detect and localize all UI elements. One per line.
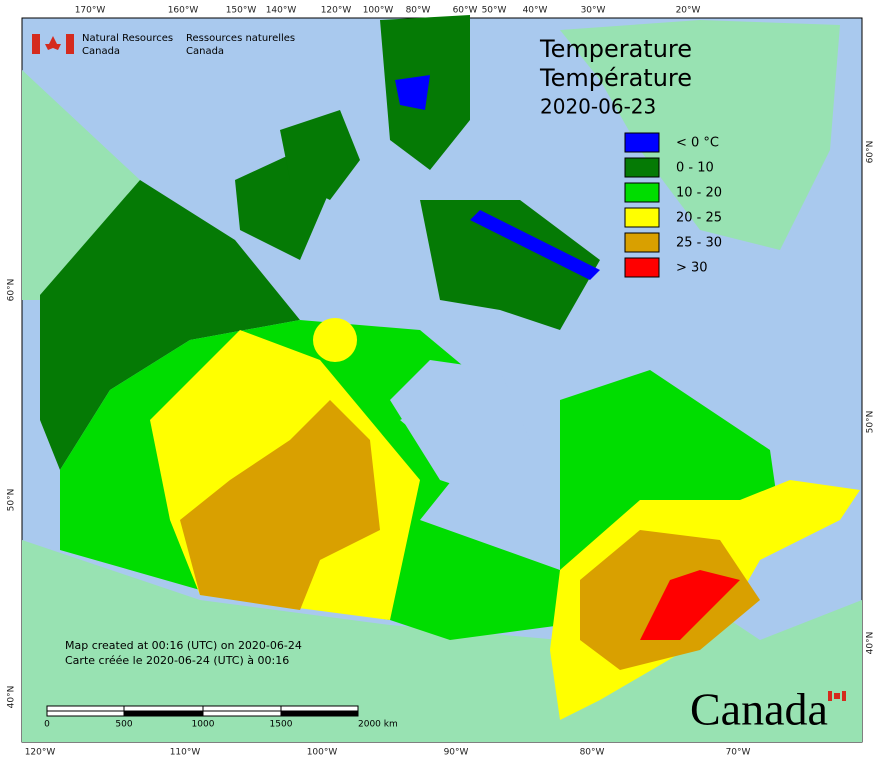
foreign-land — [22, 20, 862, 742]
graticule-label: 50°N — [7, 489, 17, 512]
scale-segment — [202, 710, 282, 717]
graticule-label: 100°W — [307, 748, 338, 758]
title: Température — [539, 64, 692, 92]
scale-segment — [46, 705, 125, 712]
graticule-label: 140°W — [266, 6, 297, 16]
graticule-label: 80°W — [406, 6, 431, 16]
graticule-label: 170°W — [75, 6, 106, 16]
graticule-label: 150°W — [226, 6, 257, 16]
graticule-label: 100°W — [363, 6, 394, 16]
graticule-label: 120°W — [25, 748, 56, 758]
usa — [22, 540, 862, 742]
scale-segment — [202, 705, 282, 712]
scale-label: 500 — [115, 720, 132, 730]
scale-segment — [280, 705, 359, 712]
graticule-label: 90°W — [444, 748, 469, 758]
maple-leaf — [834, 693, 840, 699]
scale-label: 1500 — [270, 720, 293, 730]
scale-label: 1000 — [192, 720, 215, 730]
greenland — [560, 20, 840, 250]
org-en: Canada — [82, 46, 120, 57]
graticule-label: 40°W — [523, 6, 548, 16]
canada — [40, 15, 860, 720]
graticule-label: 80°W — [580, 748, 605, 758]
hudson-bay — [390, 360, 530, 500]
zone — [313, 318, 357, 362]
legend-label: 10 - 20 — [676, 186, 722, 201]
zone — [180, 400, 380, 610]
legend-swatch — [624, 157, 660, 178]
legend-label: 20 - 25 — [676, 211, 722, 226]
legend-swatch — [624, 132, 660, 153]
graticule-label: 60°N — [7, 279, 17, 302]
date: 2020-06-23 — [540, 95, 656, 119]
zone — [640, 570, 740, 640]
legend-label: 0 - 10 — [676, 161, 714, 176]
legend-label: 25 - 30 — [676, 236, 722, 251]
zone — [420, 200, 600, 330]
nrcan-flag — [32, 34, 74, 54]
scale-label: 0 — [44, 720, 50, 730]
legend-swatch — [624, 207, 660, 228]
zone — [395, 75, 430, 110]
canada-wordmark: Canada — [690, 684, 828, 735]
scale-segment — [280, 710, 359, 717]
graticule-label: 70°W — [726, 748, 751, 758]
zone — [280, 110, 360, 200]
zone — [40, 180, 300, 470]
org-fr: Ressources naturelles — [186, 33, 295, 44]
flag-bar — [66, 34, 74, 54]
flag-bar — [32, 34, 40, 54]
graticule-label: 50°N — [866, 411, 876, 434]
scale-segment — [123, 705, 204, 712]
graticule-label: 60°W — [453, 6, 478, 16]
scale-label: 2000 km — [358, 720, 398, 730]
org-en: Natural Resources — [82, 33, 173, 44]
legend-label: > 30 — [676, 261, 708, 276]
legend-swatch — [624, 182, 660, 203]
note: Map created at 00:16 (UTC) on 2020-06-24 — [65, 639, 302, 652]
legend-label: < 0 °C — [676, 136, 719, 151]
graticule-label: 110°W — [170, 748, 201, 758]
note: Carte créée le 2020-06-24 (UTC) à 00:16 — [65, 654, 289, 667]
graticule-label: 60°N — [866, 141, 876, 164]
alaska — [22, 70, 140, 300]
flag-bar — [842, 691, 846, 701]
maple-leaf — [45, 36, 61, 50]
legend-swatch — [624, 232, 660, 253]
graticule-label: 120°W — [321, 6, 352, 16]
graticule-label: 40°N — [7, 686, 17, 709]
scale-segment — [46, 710, 125, 717]
zone — [470, 210, 600, 280]
graticule-label: 20°W — [676, 6, 701, 16]
scale-segment — [123, 710, 204, 717]
org-fr: Canada — [186, 46, 224, 57]
wordmark: Canada — [690, 684, 846, 735]
graticule-label: 40°N — [866, 632, 876, 655]
graticule-label: 30°W — [581, 6, 606, 16]
title: Temperature — [539, 35, 692, 63]
graticule-label: 160°W — [168, 6, 199, 16]
legend-swatch — [624, 257, 660, 278]
graticule-label: 50°W — [482, 6, 507, 16]
flag-bar — [828, 691, 832, 701]
